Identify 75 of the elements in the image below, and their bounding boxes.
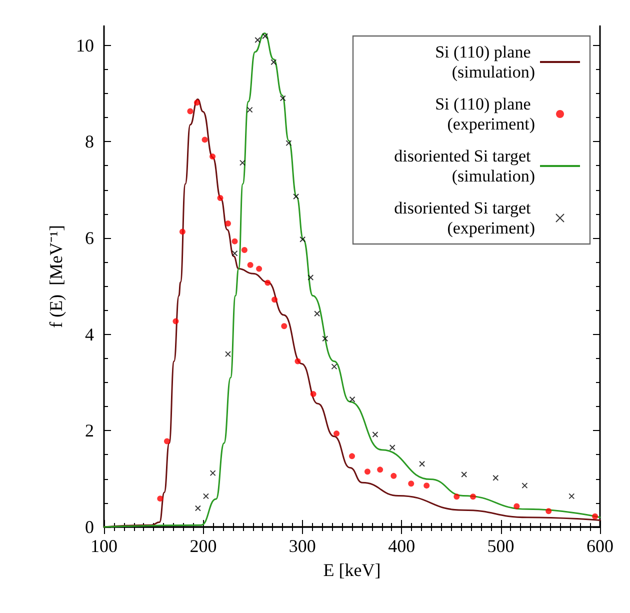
legend-label: Si (110) plane (experiment) bbox=[435, 94, 535, 134]
point bbox=[202, 136, 208, 143]
point bbox=[470, 494, 476, 500]
point bbox=[390, 472, 397, 479]
point bbox=[272, 296, 278, 303]
point bbox=[349, 396, 356, 402]
point bbox=[232, 250, 238, 256]
y-tick-label: 2 bbox=[85, 420, 94, 441]
point bbox=[408, 480, 414, 487]
legend-label: disoriented Si target (simulation) bbox=[394, 146, 535, 186]
point bbox=[514, 503, 520, 510]
point bbox=[225, 351, 231, 358]
point bbox=[461, 471, 468, 478]
point bbox=[179, 228, 186, 235]
y-tick-label: 4 bbox=[85, 324, 94, 344]
y-tick-label: 0 bbox=[85, 517, 94, 537]
point bbox=[172, 318, 179, 324]
point bbox=[372, 432, 378, 438]
point bbox=[308, 274, 314, 280]
point bbox=[256, 266, 262, 272]
legend-label: disoriented Si target (experiment) bbox=[394, 198, 535, 238]
point bbox=[194, 100, 200, 106]
point bbox=[492, 474, 499, 481]
x-tick-label: 200 bbox=[190, 536, 217, 556]
legend-label: Si (110) plane (simulation) bbox=[435, 42, 535, 82]
point bbox=[241, 247, 248, 254]
point bbox=[310, 391, 316, 398]
point bbox=[247, 262, 254, 268]
x-tick-label: 400 bbox=[388, 536, 416, 556]
point bbox=[364, 468, 370, 475]
y-tick-label: 10 bbox=[76, 35, 94, 56]
point bbox=[270, 59, 277, 66]
point bbox=[314, 310, 320, 317]
point bbox=[322, 336, 328, 342]
point bbox=[419, 460, 426, 467]
point bbox=[202, 493, 209, 500]
point bbox=[568, 493, 575, 500]
point bbox=[187, 108, 194, 114]
point bbox=[264, 280, 271, 286]
y-tick-label: 6 bbox=[85, 228, 94, 248]
point bbox=[331, 364, 338, 370]
point bbox=[280, 95, 286, 102]
point bbox=[294, 358, 301, 364]
x-tick-label: 600 bbox=[586, 536, 614, 556]
point bbox=[262, 33, 268, 40]
point bbox=[246, 106, 253, 113]
point bbox=[157, 496, 164, 502]
point bbox=[546, 508, 552, 514]
x-axis-title: E [keV] bbox=[323, 560, 381, 580]
point bbox=[424, 482, 430, 489]
point bbox=[592, 513, 598, 520]
point bbox=[281, 323, 288, 330]
point bbox=[454, 494, 460, 500]
y-axis-title: f (E) [MeV⁻¹] bbox=[46, 225, 66, 328]
point bbox=[239, 160, 246, 166]
x-tick-label: 100 bbox=[90, 536, 118, 556]
point bbox=[225, 220, 231, 227]
point bbox=[217, 194, 224, 201]
x-tick-label: 300 bbox=[288, 536, 316, 556]
point bbox=[164, 438, 170, 444]
point bbox=[300, 236, 306, 242]
point bbox=[210, 154, 216, 160]
point bbox=[389, 444, 396, 451]
point bbox=[210, 470, 216, 476]
y-tick-label: 8 bbox=[85, 132, 94, 152]
point bbox=[377, 466, 384, 473]
point bbox=[334, 430, 340, 437]
x-tick-label: 500 bbox=[487, 536, 514, 556]
point bbox=[522, 482, 528, 489]
point bbox=[293, 194, 300, 200]
point bbox=[232, 238, 238, 244]
point bbox=[349, 453, 355, 460]
point bbox=[286, 140, 292, 146]
point bbox=[254, 36, 261, 43]
point bbox=[194, 505, 201, 512]
